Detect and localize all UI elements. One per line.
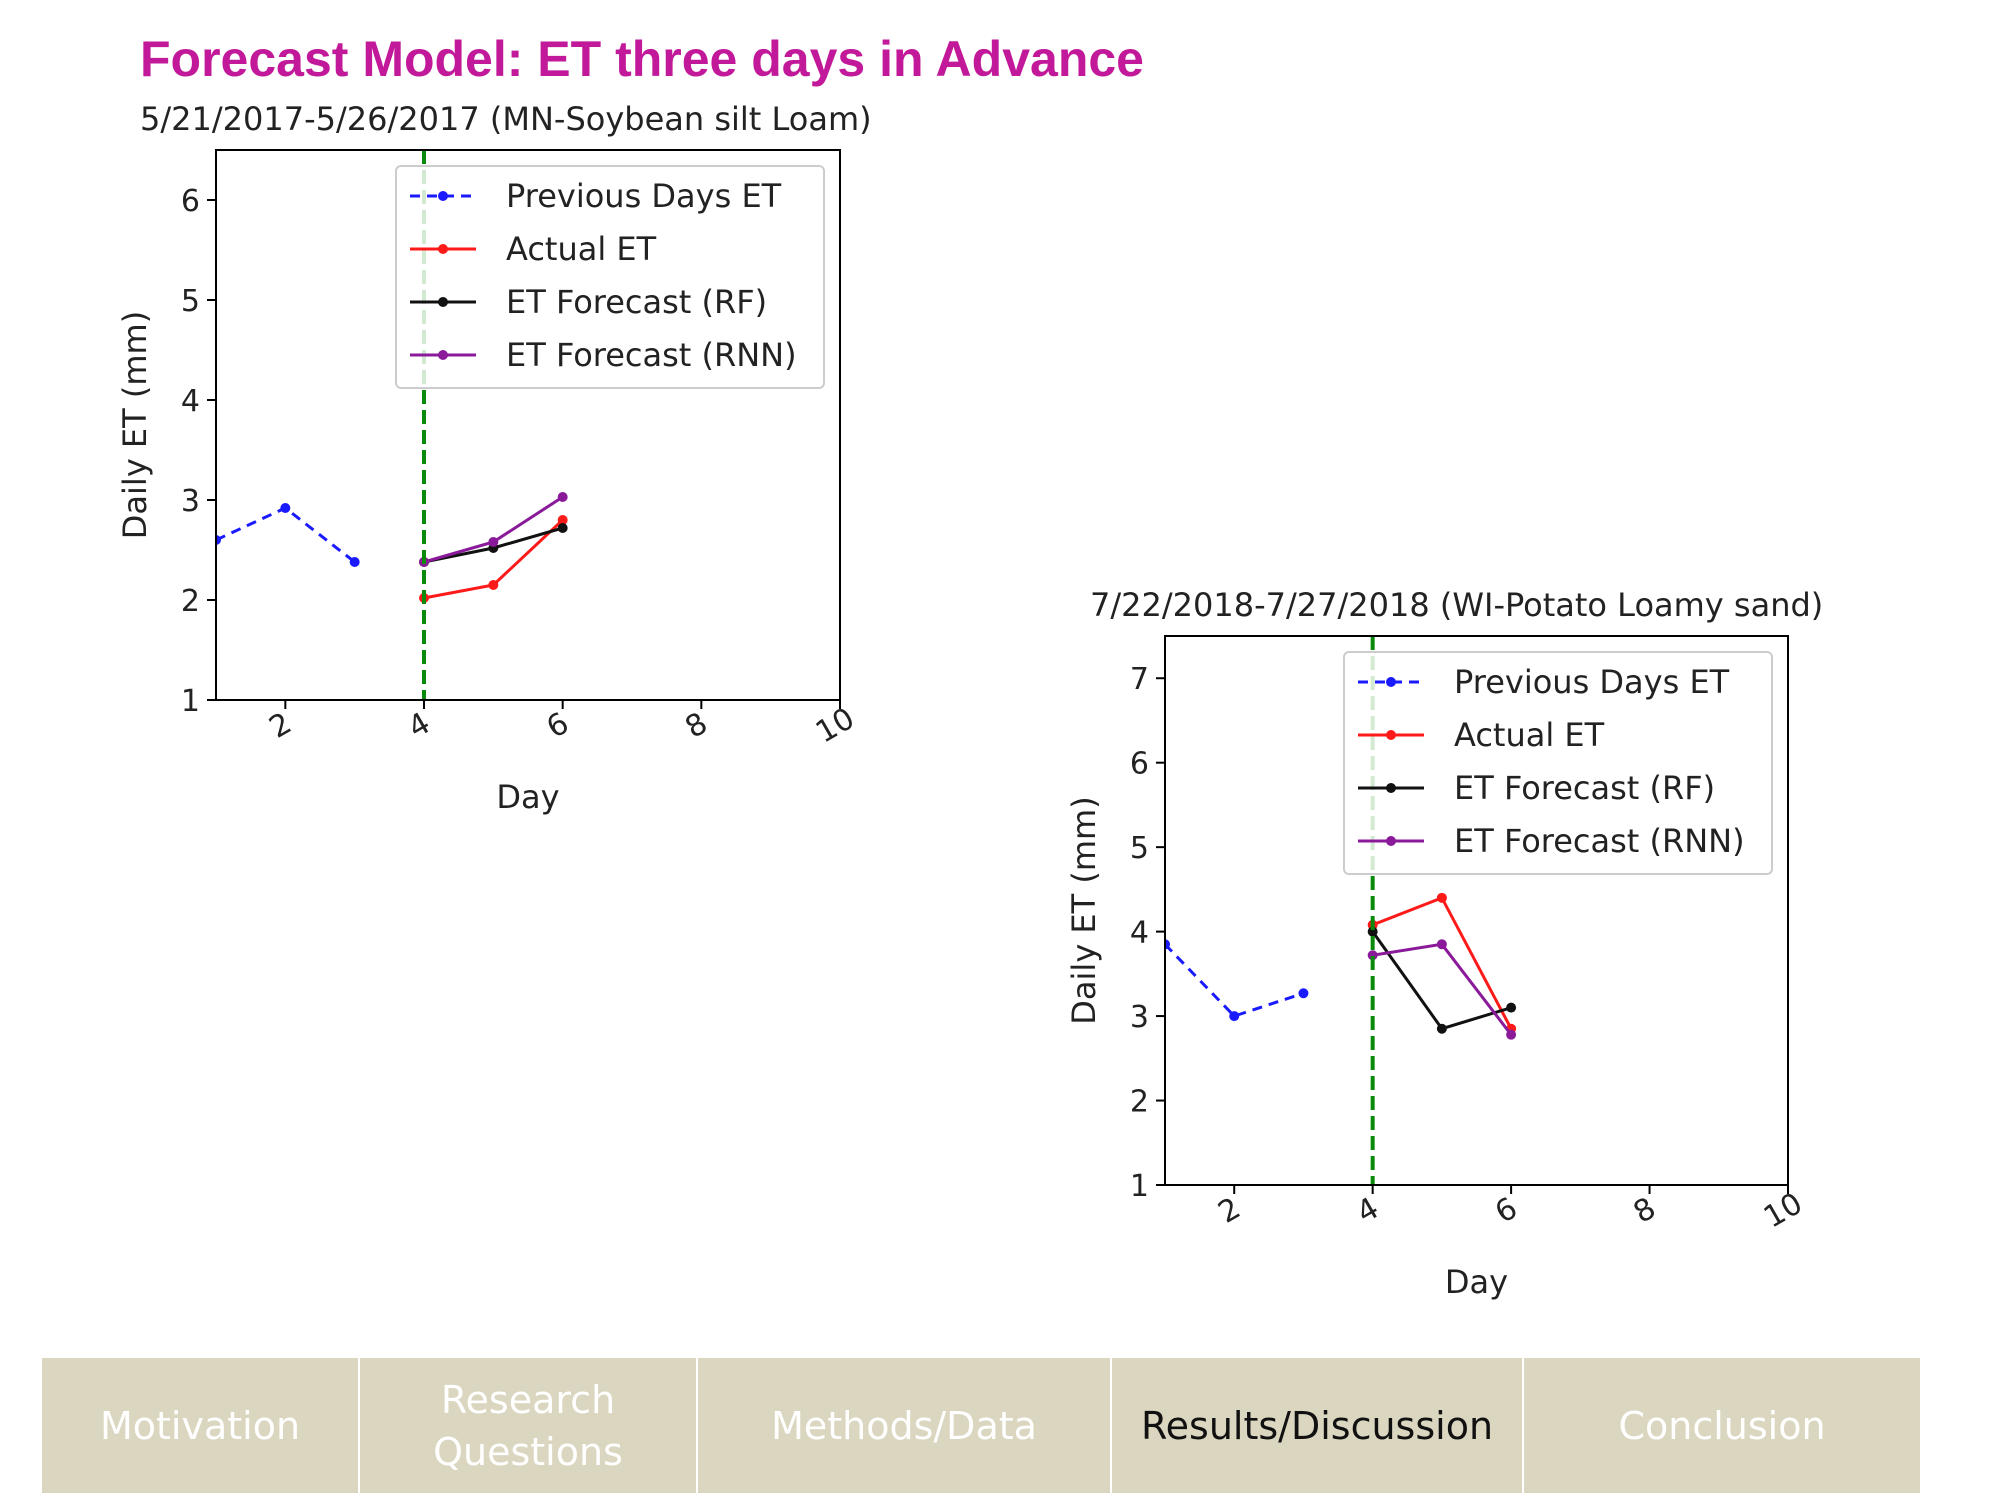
legend-label: Actual ET	[506, 230, 657, 268]
y-axis-label: Daily ET (mm)	[1065, 796, 1103, 1024]
nav-tab-label: Methods/Data	[771, 1403, 1037, 1448]
data-point	[280, 503, 291, 513]
data-point	[1367, 950, 1378, 961]
y-tick-label: 6	[1130, 747, 1149, 782]
legend-marker	[438, 191, 448, 201]
y-tick-label: 2	[181, 584, 200, 619]
legend-label: ET Forecast (RF)	[506, 283, 767, 321]
nav-tab-label: Research Questions	[433, 1377, 623, 1474]
legend-label: ET Forecast (RF)	[1454, 769, 1715, 807]
x-tick-label: 2	[1212, 1191, 1246, 1231]
data-point	[1436, 939, 1447, 950]
nav-tab-results-discussion[interactable]: Results/Discussion	[1110, 1358, 1522, 1493]
data-point	[488, 580, 499, 590]
series-line	[1165, 943, 1304, 1018]
plot-frame	[1164, 635, 1789, 1186]
y-tick-label: 5	[181, 284, 200, 319]
nav-tab-research-questions[interactable]: Research Questions	[358, 1358, 696, 1493]
x-tick-label: 6	[1489, 1191, 1523, 1231]
plot-frame	[215, 149, 841, 701]
nav-tab-conclusion[interactable]: Conclusion	[1522, 1358, 1920, 1493]
legend-label: Previous Days ET	[1454, 663, 1730, 701]
nav-tab-label: Results/Discussion	[1140, 1403, 1494, 1448]
y-tick-label: 3	[1130, 1000, 1149, 1035]
section-nav: Motivation Research Questions Methods/Da…	[40, 1358, 1920, 1493]
x-axis-label: Day	[1445, 1263, 1508, 1301]
legend-marker	[438, 350, 448, 360]
legend-marker	[1386, 783, 1396, 793]
legend-label: ET Forecast (RNN)	[506, 336, 797, 374]
data-point	[1298, 988, 1309, 999]
legend-marker	[438, 297, 448, 307]
y-tick-label: 2	[1130, 1085, 1149, 1120]
data-point	[1436, 1023, 1447, 1034]
page-title: Forecast Model: ET three days in Advance	[140, 31, 1144, 87]
y-axis-label: Daily ET (mm)	[116, 311, 154, 539]
legend-marker	[1386, 836, 1396, 846]
y-tick-label: 4	[181, 384, 200, 419]
data-point	[1229, 1011, 1240, 1022]
data-point	[1165, 939, 1170, 950]
nav-tab-label: Motivation	[99, 1403, 301, 1448]
data-point	[1436, 892, 1447, 903]
x-tick-label: 8	[1628, 1191, 1662, 1231]
x-tick-label: 10	[1758, 1186, 1809, 1235]
y-tick-label: 1	[1130, 1169, 1149, 1204]
legend-marker	[1386, 730, 1396, 740]
y-tick-label: 6	[181, 184, 200, 219]
y-tick-label: 1	[181, 684, 200, 719]
legend-marker	[1386, 677, 1396, 687]
x-tick-label: 4	[1351, 1191, 1385, 1231]
data-point	[557, 523, 568, 533]
data-point	[216, 535, 221, 545]
legend-box	[1343, 651, 1773, 875]
legend-box	[395, 165, 825, 389]
y-tick-label: 3	[181, 484, 200, 519]
x-axis-label: Day	[496, 778, 559, 816]
nav-tab-motivation[interactable]: Motivation	[40, 1358, 358, 1493]
legend-marker	[438, 244, 448, 254]
legend-label: Previous Days ET	[506, 177, 782, 215]
y-tick-label: 4	[1130, 916, 1149, 951]
nav-tab-methods-data[interactable]: Methods/Data	[696, 1358, 1110, 1493]
chart-title: 5/21/2017-5/26/2017 (MN-Soybean silt Loa…	[140, 100, 872, 138]
legend-label: ET Forecast (RNN)	[1454, 822, 1745, 860]
chart-title: 7/22/2018-7/27/2018 (WI-Potato Loamy san…	[1090, 586, 1823, 624]
y-tick-label: 5	[1130, 831, 1149, 866]
data-point	[1506, 1029, 1517, 1040]
data-point	[488, 537, 499, 547]
data-point	[1506, 1002, 1517, 1013]
data-point	[349, 557, 360, 567]
data-point	[557, 515, 568, 525]
data-point	[557, 492, 568, 502]
legend-label: Actual ET	[1454, 716, 1605, 754]
y-tick-label: 7	[1130, 662, 1149, 697]
data-point	[1367, 926, 1378, 937]
nav-tab-label: Conclusion	[1618, 1403, 1826, 1448]
